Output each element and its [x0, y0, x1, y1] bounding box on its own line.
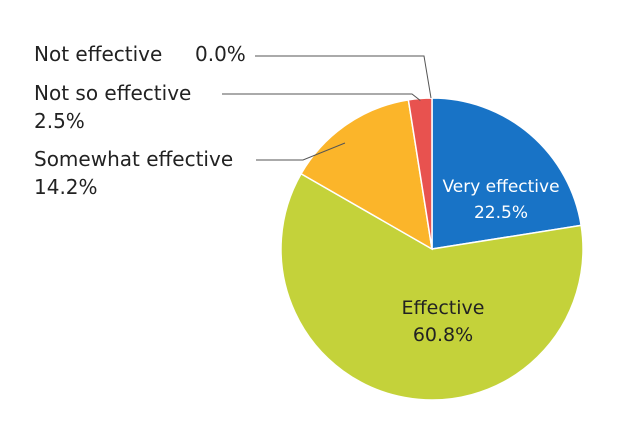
slice-label-very-effective: Very effective [442, 177, 559, 197]
slice-label-effective: Effective [402, 297, 485, 319]
pie-slice-very-effective [431, 97, 582, 250]
pie-slice-not-so-effective [407, 97, 433, 250]
slice-value-not-effective: 0.0% [195, 42, 246, 66]
leader-not-so-effective [222, 93, 421, 101]
leader-somewhat-effective [256, 142, 346, 161]
pie-slice-somewhat-effective [300, 99, 433, 251]
slice-label-not-effective: Not effective [34, 42, 162, 66]
slice-value-not-so-effective: 2.5% [34, 109, 85, 133]
leader-lines [222, 55, 432, 161]
slice-label-not-so-effective: Not so effective [34, 81, 191, 105]
slice-value-very-effective: 22.5% [474, 203, 528, 223]
slice-value-effective: 60.8% [413, 324, 473, 346]
pie-slices [280, 97, 584, 401]
pie-slice-effective [280, 172, 584, 401]
leader-not-effective [255, 55, 432, 99]
slice-value-somewhat-effective: 14.2% [34, 175, 98, 199]
slice-labels: Very effective 22.5% Effective 60.8% Not eff… [34, 42, 560, 346]
slice-label-somewhat-effective: Somewhat effective [34, 147, 233, 171]
